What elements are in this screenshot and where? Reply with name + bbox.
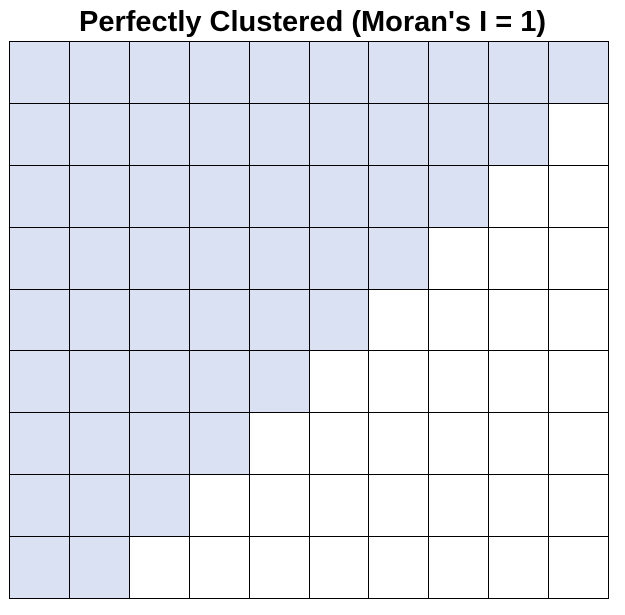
grid-cell-empty: [429, 289, 490, 352]
grid-cell-empty: [429, 351, 490, 414]
grid-cell-empty: [129, 537, 190, 599]
grid-cell-empty: [249, 475, 310, 538]
grid-cell-filled: [69, 227, 130, 290]
grid-cell-filled: [189, 103, 250, 166]
grid-cell-filled: [249, 227, 310, 290]
grid-cell-filled: [549, 42, 609, 104]
grid-cell-filled: [10, 165, 70, 228]
grid-cell-empty: [549, 537, 609, 599]
grid-cell-empty: [489, 537, 550, 599]
grid-cell-filled: [189, 351, 250, 414]
grid-cell-empty: [189, 475, 250, 538]
grid-cell-filled: [489, 42, 550, 104]
chart-title: Perfectly Clustered (Moran's I = 1): [78, 6, 547, 38]
grid-cell-filled: [10, 42, 70, 104]
grid-cell-filled: [69, 413, 130, 476]
grid-cell-empty: [549, 351, 609, 414]
grid-cell-filled: [10, 289, 70, 352]
grid-cell-empty: [549, 227, 609, 290]
grid-cell-filled: [189, 165, 250, 228]
grid-cell-empty: [369, 351, 430, 414]
grid-cell-filled: [129, 165, 190, 228]
grid-cell-filled: [129, 227, 190, 290]
grid-cell-filled: [249, 351, 310, 414]
grid-cell-filled: [309, 165, 370, 228]
grid-cell-filled: [369, 103, 430, 166]
grid-cell-filled: [10, 475, 70, 538]
grid-cell-empty: [429, 227, 490, 290]
grid-cell-empty: [549, 165, 609, 228]
grid-cell-filled: [69, 165, 130, 228]
grid-cell-filled: [10, 227, 70, 290]
grid-cell-empty: [489, 413, 550, 476]
grid-cell-filled: [69, 42, 130, 104]
grid-cell-empty: [249, 537, 310, 599]
grid-cell-filled: [249, 42, 310, 104]
grid-cell-filled: [369, 165, 430, 228]
grid-cell-filled: [69, 351, 130, 414]
grid-cell-empty: [429, 537, 490, 599]
grid-cell-filled: [10, 103, 70, 166]
grid-cell-filled: [249, 289, 310, 352]
grid-cell-empty: [429, 413, 490, 476]
grid-cell-empty: [369, 289, 430, 352]
grid-cell-filled: [489, 103, 550, 166]
grid-cell-filled: [69, 475, 130, 538]
grid-cell-filled: [309, 42, 370, 104]
grid-cell-empty: [249, 413, 310, 476]
grid-cell-filled: [69, 103, 130, 166]
grid-cell-filled: [189, 413, 250, 476]
grid-cell-filled: [369, 227, 430, 290]
grid-cell-filled: [429, 103, 490, 166]
grid-cell-filled: [10, 413, 70, 476]
grid-cell-empty: [309, 537, 370, 599]
grid-cell-empty: [489, 289, 550, 352]
grid-cell-filled: [129, 351, 190, 414]
grid-cell-filled: [69, 537, 130, 599]
grid-cell-empty: [189, 537, 250, 599]
grid-cell-filled: [10, 351, 70, 414]
cluster-grid: [9, 41, 609, 599]
grid-cell-filled: [309, 227, 370, 290]
grid-cell-empty: [309, 351, 370, 414]
grid-cell-filled: [309, 289, 370, 352]
grid-cell-filled: [369, 42, 430, 104]
grid-cell-empty: [429, 475, 490, 538]
grid-cell-filled: [69, 289, 130, 352]
grid-cell-empty: [549, 103, 609, 166]
grid-cell-filled: [309, 103, 370, 166]
grid-cell-filled: [129, 413, 190, 476]
grid-cell-empty: [309, 475, 370, 538]
grid-cell-filled: [429, 42, 490, 104]
grid-cell-empty: [369, 537, 430, 599]
grid-cell-empty: [549, 289, 609, 352]
grid-cell-empty: [489, 475, 550, 538]
grid-cell-filled: [249, 103, 310, 166]
grid-cell-filled: [129, 42, 190, 104]
grid-cell-empty: [489, 165, 550, 228]
grid-cell-filled: [129, 103, 190, 166]
grid-cell-empty: [489, 227, 550, 290]
grid-cell-filled: [129, 475, 190, 538]
grid-cell-empty: [489, 351, 550, 414]
grid-cell-filled: [429, 165, 490, 228]
grid-cell-empty: [309, 413, 370, 476]
grid-cell-filled: [249, 165, 310, 228]
grid-cell-empty: [369, 475, 430, 538]
grid-cell-empty: [549, 475, 609, 538]
grid-cell-empty: [549, 413, 609, 476]
grid-cell-filled: [189, 289, 250, 352]
grid-cell-filled: [10, 537, 70, 599]
grid-cell-filled: [189, 227, 250, 290]
grid-cell-filled: [189, 42, 250, 104]
grid-cell-filled: [129, 289, 190, 352]
grid-cell-empty: [369, 413, 430, 476]
